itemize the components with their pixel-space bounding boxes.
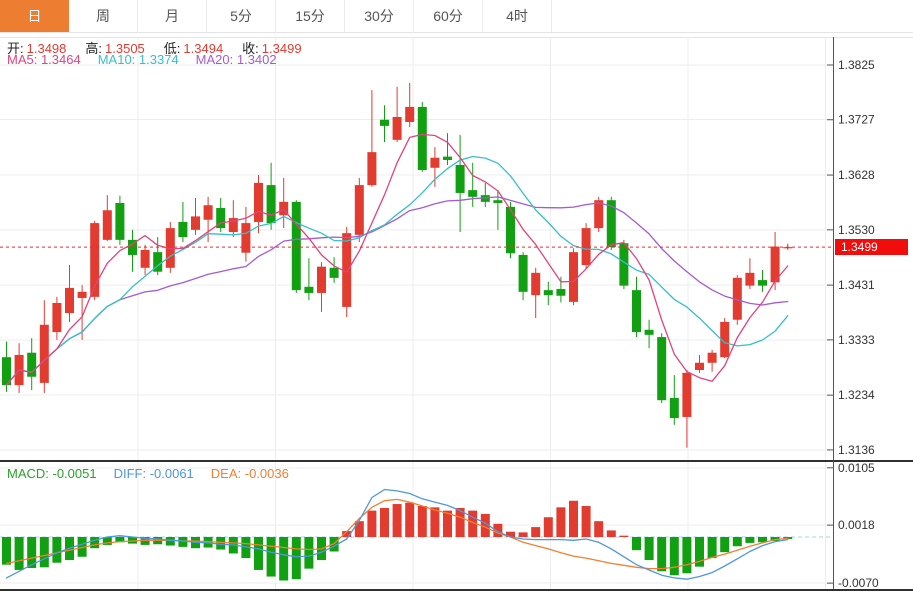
macd-item-macd: MACD: -0.0051 <box>7 466 97 481</box>
timeframe-tabbar: 日周月 5分 15分 30分 60分 4时 <box>0 0 913 33</box>
macd-item-dea: DEA: -0.0036 <box>210 466 289 481</box>
tab-month[interactable]: 月 <box>138 0 207 32</box>
axis-tick-label: 1.3431 <box>838 278 875 292</box>
candlestick-layer <box>2 82 793 448</box>
axis-tick-label: 1.3136 <box>838 443 875 457</box>
quote-close: 收: 1.3499 <box>242 41 302 56</box>
ma-item-ma10: MA10: 1.3374 <box>97 52 179 67</box>
macd-item-diff: DIFF: -0.0061 <box>113 466 194 481</box>
quote-high: 高: 1.3505 <box>85 41 145 56</box>
macd-panel-layer <box>0 467 833 584</box>
axis-tick-label: 1.3234 <box>838 388 875 402</box>
tab-5min[interactable]: 5分 <box>207 0 276 32</box>
axis-tick-label: 1.3727 <box>838 113 875 127</box>
axis-tick-label: 0.0105 <box>838 461 875 475</box>
axis-tick-label: 0.0018 <box>838 518 875 532</box>
last-price-badge: 1.3499 <box>835 239 908 255</box>
axis-tick-label: 1.3628 <box>838 168 875 182</box>
quote-open: 开: 1.3498 <box>7 41 67 56</box>
tab-day[interactable]: 日 <box>0 0 69 32</box>
chart-plot-area[interactable] <box>0 37 833 589</box>
axis-tick-label: -0.0070 <box>838 576 879 590</box>
tab-30min[interactable]: 30分 <box>345 0 414 32</box>
moving-average-layer <box>5 133 789 386</box>
axis-layer: 1.3825 1.3727 1.3628 1.3530 1.3431 1.3333 1.32… <box>0 37 913 591</box>
axis-tick-label: 1.3530 <box>838 223 875 237</box>
macd-legend: MACD: -0.0051 DIFF: -0.0061 DEA: -0.0036 <box>7 466 289 481</box>
quote-low: 低: 1.3494 <box>163 41 224 56</box>
ma-item-ma5: MA5: 1.3464 <box>7 52 81 67</box>
axis-tick-label: 1.3825 <box>838 58 875 72</box>
tab-4hour[interactable]: 4时 <box>483 0 552 32</box>
tab-15min[interactable]: 15分 <box>276 0 345 32</box>
tab-60min[interactable]: 60分 <box>414 0 483 32</box>
ohlc-quote-bar: 开: 1.3498 高: 1.3505 低: 1.3494 收: 1.3499 <box>7 38 304 57</box>
axis-tick-label: 1.3333 <box>838 333 875 347</box>
ma-legend: MA5: 1.3464 MA10: 1.3374 MA20: 1.3402 <box>7 52 277 67</box>
tab-week[interactable]: 周 <box>69 0 138 32</box>
ma-item-ma20: MA20: 1.3402 <box>195 52 277 67</box>
